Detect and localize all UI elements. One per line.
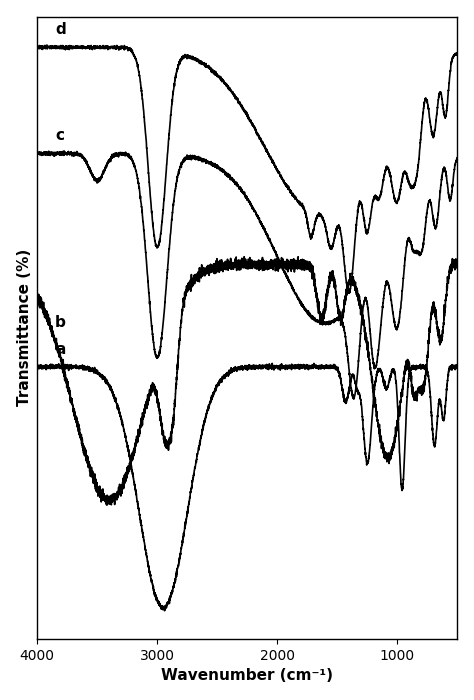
Text: c: c <box>55 128 64 143</box>
Y-axis label: Transmittance (%): Transmittance (%) <box>17 249 32 407</box>
Text: b: b <box>55 315 66 330</box>
X-axis label: Wavenumber (cm⁻¹): Wavenumber (cm⁻¹) <box>161 668 333 683</box>
Text: a: a <box>55 342 65 356</box>
Text: d: d <box>55 22 66 37</box>
